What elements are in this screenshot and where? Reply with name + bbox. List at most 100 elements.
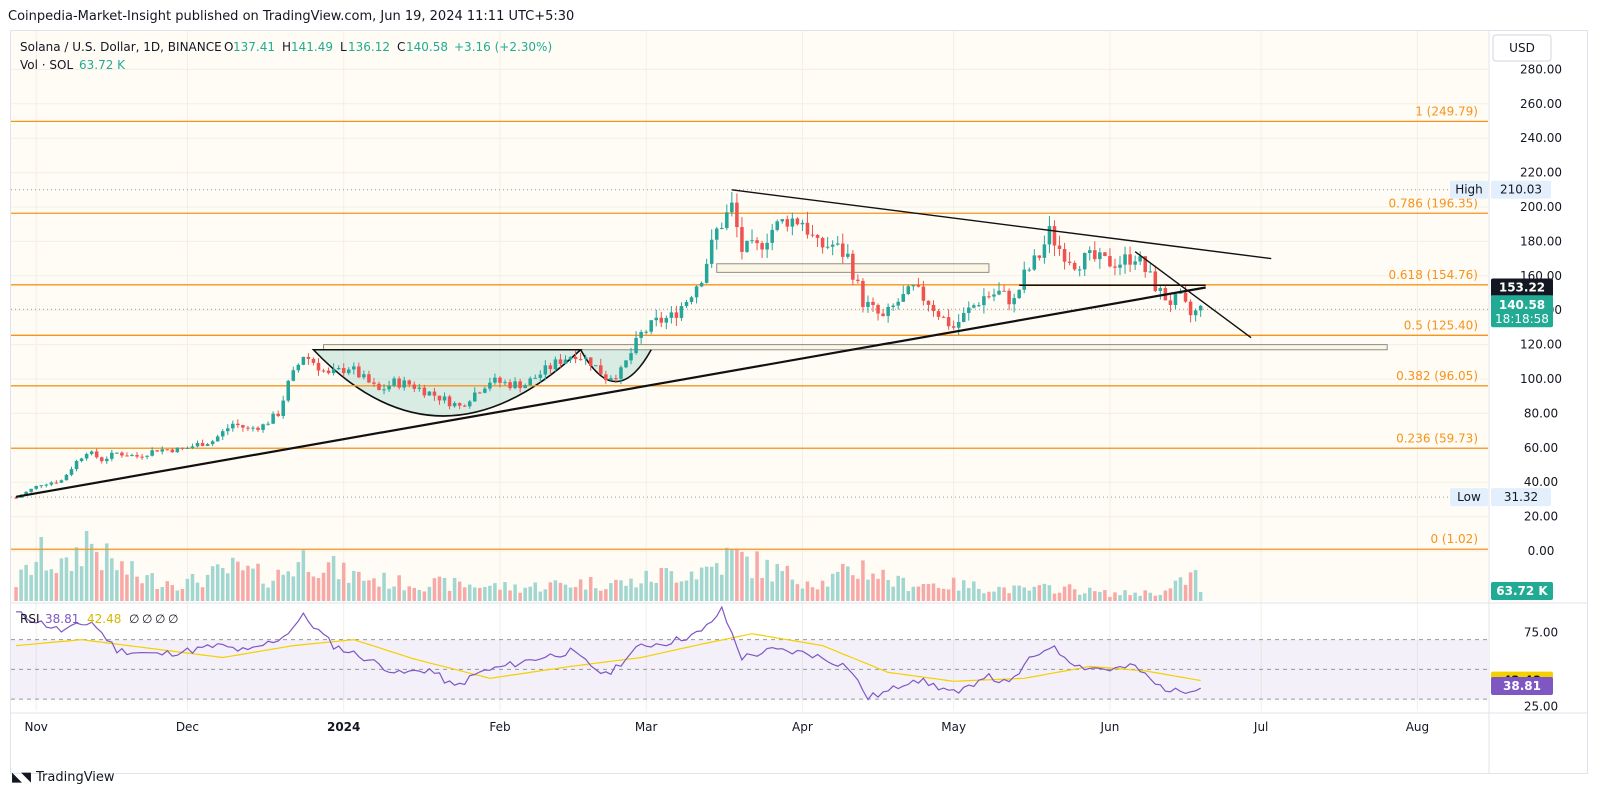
y-axis-tick-label: 180.00: [1520, 234, 1562, 248]
candle: [417, 383, 422, 392]
volume-bar: [483, 586, 487, 601]
volume-bar: [321, 572, 326, 601]
volume-bar: [271, 580, 275, 601]
candle: [336, 365, 341, 370]
y-axis-tick-label: 280.00: [1520, 62, 1562, 76]
volume-bar: [790, 579, 795, 601]
candle-body: [543, 365, 548, 375]
tradingview-logo[interactable]: ◣◥ TradingView: [12, 770, 115, 785]
candle-body: [190, 446, 195, 448]
volume-bar: [861, 560, 865, 601]
volume-bar: [765, 559, 769, 601]
low-marker-value-bg: [1491, 488, 1551, 507]
candle: [488, 377, 492, 392]
volume-bar: [64, 557, 69, 601]
candle: [624, 360, 628, 369]
candle-body: [709, 239, 714, 264]
volume-bar: [1103, 590, 1107, 601]
candle: [503, 379, 507, 386]
candle-body: [94, 451, 99, 458]
candle-body: [160, 449, 164, 452]
candle-body: [896, 301, 900, 306]
candle-body: [341, 367, 346, 374]
volume-bar: [1163, 590, 1168, 601]
volume-bar: [261, 583, 265, 601]
candle-body: [437, 395, 442, 401]
candle-body: [906, 286, 911, 295]
candle: [462, 404, 467, 407]
candle: [1007, 288, 1011, 311]
candle: [301, 356, 306, 366]
change-value: +3.16 (+2.30%): [454, 40, 552, 54]
candle: [341, 363, 346, 377]
volume-bar: [1047, 585, 1052, 601]
fib-level-label: 0.786 (196.35): [1388, 196, 1478, 210]
candle-body: [165, 449, 170, 451]
volume-bar: [115, 570, 119, 601]
candle: [861, 278, 865, 313]
candle: [1153, 265, 1158, 292]
candle: [306, 353, 311, 365]
candle-body: [1148, 271, 1153, 273]
candle-body: [256, 427, 260, 430]
volume-bar: [1082, 593, 1087, 601]
candle-body: [755, 240, 759, 244]
candle-body: [684, 301, 689, 307]
candle-body: [866, 301, 870, 307]
candle: [548, 362, 553, 375]
candle-body: [261, 424, 265, 430]
volume-legend-label: Vol · SOL: [20, 58, 73, 72]
candle: [402, 376, 406, 391]
volume-bar: [1108, 596, 1112, 601]
candle: [412, 381, 417, 393]
high-marker-value: 210.03: [1500, 183, 1542, 197]
candle-body: [215, 436, 220, 442]
candle: [382, 384, 386, 395]
fib-level-label: 1 (249.79): [1415, 104, 1478, 118]
candle-body: [740, 227, 744, 252]
volume-bar: [760, 578, 764, 601]
candle-body: [508, 382, 512, 389]
candle-body: [286, 380, 291, 401]
volume-bar: [876, 578, 880, 601]
volume-bar: [1052, 593, 1057, 601]
volume-bar: [1042, 583, 1047, 601]
candle: [150, 447, 154, 457]
candle: [740, 217, 744, 260]
currency-button[interactable]: USD: [1492, 34, 1552, 62]
volume-bar: [972, 581, 976, 601]
candle: [634, 331, 638, 355]
volume-bar: [911, 586, 916, 601]
candle-body: [1062, 249, 1067, 262]
candle: [599, 358, 603, 375]
rsi-legend-extra-3: ∅: [155, 612, 165, 626]
currency-button-label[interactable]: USD: [1509, 41, 1535, 55]
candle: [74, 459, 79, 472]
candle: [483, 386, 487, 394]
candle: [609, 375, 613, 381]
rsi-value-tag-text: 38.81: [1503, 679, 1541, 693]
candle-body: [1082, 252, 1087, 270]
candle-body: [720, 228, 724, 230]
y-axis-tick-label: 20.00: [1524, 510, 1558, 524]
volume-bar: [956, 590, 961, 601]
chart-canvas[interactable]: 1 (249.79) 0.786 (196.35) 0.618 (154.76) 0.…: [11, 31, 1587, 773]
candle-body: [977, 305, 981, 307]
candle-body: [578, 359, 583, 361]
volume-bar: [1173, 580, 1178, 601]
candle-body: [331, 369, 336, 374]
candle-body: [659, 317, 664, 323]
candle: [906, 284, 911, 296]
candle: [190, 443, 195, 450]
candle-body: [115, 452, 119, 454]
volume-bar: [205, 574, 210, 601]
high-marker-label: High: [1455, 183, 1483, 197]
candle: [644, 329, 648, 335]
volume-bar: [140, 583, 144, 601]
candle-body: [352, 366, 356, 370]
volume-bar: [659, 567, 664, 601]
candle: [397, 376, 401, 390]
volume-bar: [588, 577, 593, 601]
candle-body: [251, 427, 255, 429]
volume-bar: [1032, 586, 1037, 601]
